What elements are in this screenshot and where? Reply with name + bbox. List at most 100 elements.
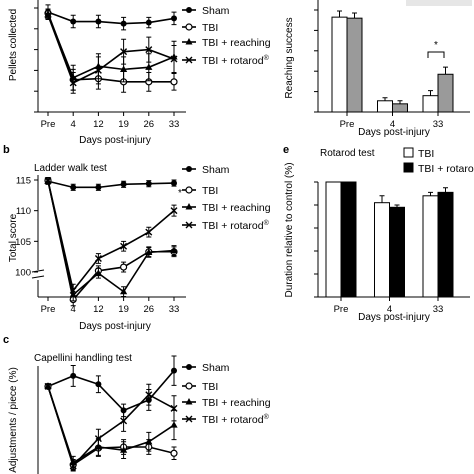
- data-point: [120, 48, 128, 56]
- data-point: [120, 65, 128, 72]
- data-point: [70, 18, 77, 25]
- bar-series-tbi-rotarod: [340, 181, 454, 298]
- data-point: [44, 177, 52, 185]
- panel-d-legend-remnant: [406, 0, 472, 6]
- series-line: [47, 386, 175, 468]
- y-tick-label: 115: [16, 176, 31, 187]
- data-point: [69, 462, 77, 470]
- series-tbi-reaching: [44, 177, 178, 302]
- x-tick-label: Pre: [41, 304, 56, 315]
- panel-e-letter: e: [283, 144, 289, 156]
- series-tbi-rotarod: [44, 177, 178, 298]
- data-point: [44, 382, 52, 390]
- data-point: [170, 404, 178, 412]
- legend-label: TBI: [202, 185, 218, 197]
- bar: [422, 95, 439, 113]
- y-tick-label: 110: [16, 206, 31, 217]
- legend-item-tbi-rotarod: TBI + rotarod®: [403, 162, 474, 175]
- panel-c-letter: c: [3, 334, 9, 346]
- panel-b-ladder-chart: b Ladder walk test Total score 100 105 110…: [3, 144, 271, 332]
- data-point: [70, 372, 77, 379]
- legend-item-tbi-rotarod: TBI + rotarod®: [182, 54, 270, 67]
- y-tick-label: 105: [15, 237, 31, 248]
- series-line: [47, 15, 175, 84]
- x-tick-label: 12: [93, 119, 104, 130]
- panel-d-sig-marker: *: [434, 40, 438, 51]
- data-point: [94, 269, 102, 276]
- data-point: [120, 181, 127, 188]
- panel-e-rotarod-chart: e Rotarod test Duration relative to cont…: [283, 144, 474, 323]
- series-tbi-rotarod: [44, 382, 178, 472]
- data-point: [120, 20, 127, 27]
- series-sham: [45, 177, 177, 191]
- legend-item-tbi-reaching: TBI + reaching: [182, 37, 271, 49]
- legend-label: TBI: [418, 148, 434, 160]
- panel-a-xlabel: Days post-injury: [79, 135, 151, 146]
- data-point: [69, 286, 77, 294]
- series-line: [47, 180, 175, 293]
- panel-b-xlabel: Days post-injury: [79, 321, 151, 332]
- x-tick-label: 12: [93, 304, 104, 315]
- data-point: [171, 15, 177, 22]
- data-point: [119, 263, 128, 271]
- legend-label: Sham: [202, 362, 230, 374]
- error-bar: [397, 100, 403, 104]
- bar-series-tbi: [325, 181, 439, 298]
- panel-c-capellini-chart: c Capellini handling test Adjustments / …: [3, 334, 271, 474]
- data-point: [170, 78, 178, 86]
- legend-item-sham: Sham: [182, 164, 230, 176]
- x-tick-label: 33: [433, 304, 444, 315]
- data-point: [120, 242, 128, 250]
- data-point: [145, 391, 153, 399]
- panel-b-sig-marker: *: [178, 188, 182, 199]
- legend-item-tbi: TBI: [403, 147, 434, 160]
- series-tbi-rotarod: [44, 10, 178, 94]
- error-bar: [394, 204, 400, 208]
- x-tick-label: 26: [144, 304, 155, 315]
- data-point: [145, 19, 152, 26]
- panel-a-legend: Sham TBI TBI + reaching TBI + rotarod®: [182, 5, 271, 67]
- series-line: [47, 180, 175, 189]
- panel-c-ylabel: Adjustments / piece (%): [8, 367, 19, 473]
- panel-b-letter: b: [3, 144, 10, 156]
- data-point: [95, 381, 102, 388]
- legend-label: TBI + reaching: [202, 397, 271, 409]
- data-point: [69, 79, 77, 87]
- panel-b-legend: Sham TBI TBI + reaching TBI + rotarod®: [182, 164, 271, 232]
- legend-item-tbi-rotarod: TBI + rotarod®: [182, 413, 270, 426]
- series-line: [47, 370, 175, 412]
- legend-label: TBI + reaching: [202, 202, 271, 214]
- panel-a-ylabel: Pellets collected: [8, 9, 19, 81]
- legend-label: TBI + rotarod®: [202, 54, 270, 67]
- error-bar: [428, 90, 433, 96]
- data-point: [171, 367, 177, 374]
- panel-e-ylabel: Duration relative to control (%): [284, 162, 295, 297]
- panel-e-title: Rotarod test: [320, 148, 375, 159]
- series-line: [47, 12, 174, 83]
- series-tbi: [44, 177, 178, 307]
- legend-label: Sham: [202, 164, 230, 176]
- series-tbi-reaching: [44, 382, 178, 470]
- data-point: [70, 184, 77, 191]
- data-point: [170, 55, 178, 63]
- legend-item-sham: Sham: [182, 362, 230, 374]
- series-line: [47, 11, 175, 25]
- error-bar: [443, 187, 448, 193]
- panel-b-ylabel: Total score: [8, 213, 19, 262]
- error-bar: [379, 195, 385, 203]
- legend-label: TBI + rotarod®: [418, 162, 474, 175]
- data-point: [120, 417, 128, 425]
- data-point: [170, 449, 178, 457]
- legend-label: TBI + reaching: [202, 37, 271, 49]
- legend-item-tbi: TBI: [182, 22, 218, 34]
- legend-item-tbi-rotarod: TBI + rotarod®: [182, 219, 270, 232]
- panel-d-sig-bracket: *: [427, 40, 445, 58]
- data-point: [170, 207, 178, 215]
- legend-label: TBI + rotarod®: [202, 219, 270, 232]
- panel-c-legend: Sham TBI TBI + reaching TBI + rotarod®: [182, 362, 271, 426]
- x-tick-label: 4: [390, 119, 395, 130]
- bar: [374, 202, 390, 298]
- data-point: [145, 228, 153, 236]
- legend-item-sham: Sham: [182, 5, 230, 17]
